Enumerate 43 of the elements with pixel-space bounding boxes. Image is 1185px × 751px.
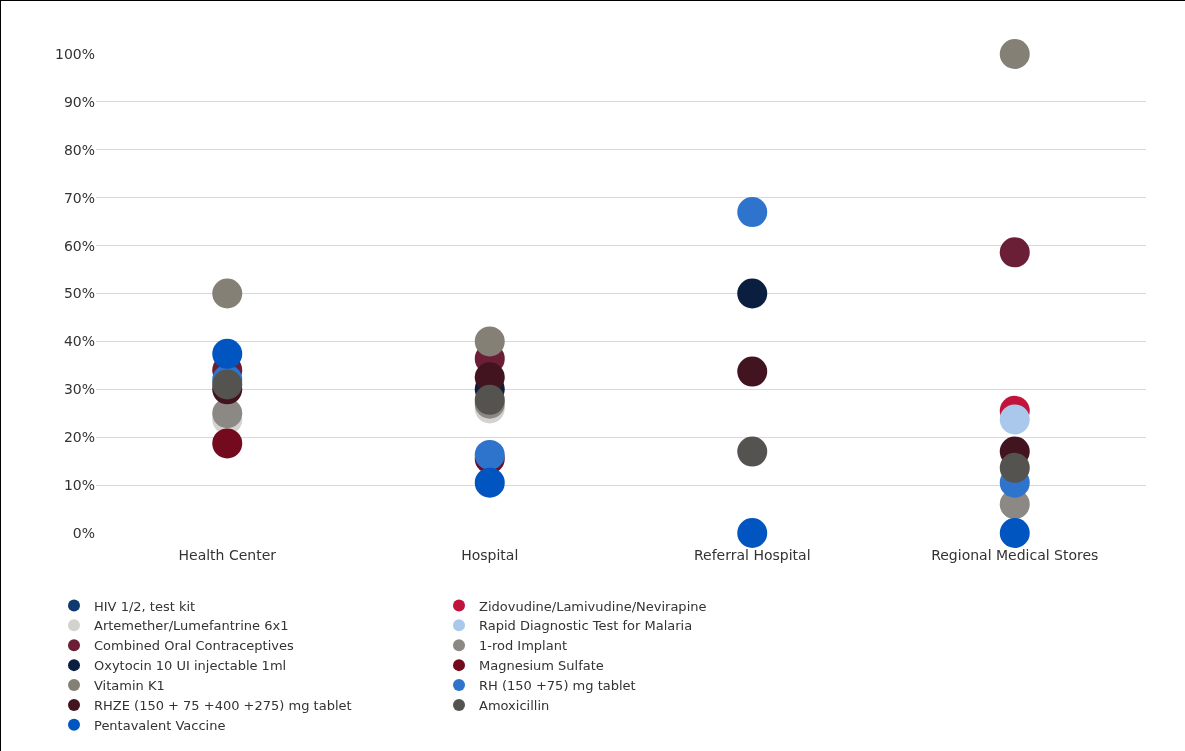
y-tick-label: 100% <box>54 45 95 62</box>
y-tick-label: 0% <box>72 524 95 541</box>
legend-label: Zidovudine/Lamivudine/Nevirapine <box>479 598 707 614</box>
point <box>212 278 243 309</box>
point <box>474 467 505 498</box>
point <box>737 436 768 467</box>
point <box>999 404 1030 435</box>
y-tick-label: 50% <box>63 285 95 302</box>
y-tick-label: 30% <box>63 381 95 398</box>
point <box>474 326 505 357</box>
legend-label: Oxytocin 10 UI injectable 1ml <box>94 658 287 674</box>
legend-label: Amoxicillin <box>479 698 550 713</box>
point <box>999 452 1030 483</box>
y-tick-label: 40% <box>63 333 95 350</box>
legend-label: 1-rod Implant <box>479 638 568 654</box>
legend-label: Magnesium Sulfate <box>479 658 604 674</box>
point <box>999 237 1030 268</box>
y-tick-label: 20% <box>63 429 95 446</box>
y-tick-label: 10% <box>63 477 95 493</box>
x-tick-label: Hospital <box>461 547 519 563</box>
y-tick-label: 80% <box>63 141 95 158</box>
point <box>737 197 768 228</box>
point <box>737 278 768 309</box>
legend-label: Artemether/Lumefantrine 6x1 <box>94 618 289 634</box>
legend-label: RHZE (150 + 75 +400 +275) mg tablet <box>94 698 352 713</box>
point <box>212 338 243 369</box>
legend-label: RH (150 +75) mg tablet <box>479 678 636 694</box>
point <box>999 518 1030 548</box>
point <box>737 518 768 548</box>
legend-label: Combined Oral Contraceptives <box>94 638 294 654</box>
point <box>212 428 243 459</box>
y-tick-label: 70% <box>63 189 95 206</box>
x-tick-label: Health Center <box>178 547 277 563</box>
x-tick-label: Regional Medical Stores <box>931 547 1099 563</box>
legend-label: HIV 1/2, test kit <box>94 598 196 614</box>
y-tick-label: 90% <box>63 93 95 110</box>
x-tick-label: Referral Hospital <box>693 547 811 563</box>
y-tick-label: 60% <box>63 237 95 254</box>
point <box>999 39 1030 69</box>
legend-label: Pentavalent Vaccine <box>94 717 226 733</box>
point <box>737 356 768 387</box>
legend-label: Rapid Diagnostic Test for Malaria <box>479 618 693 634</box>
legend-label: Vitamin K1 <box>94 678 165 694</box>
